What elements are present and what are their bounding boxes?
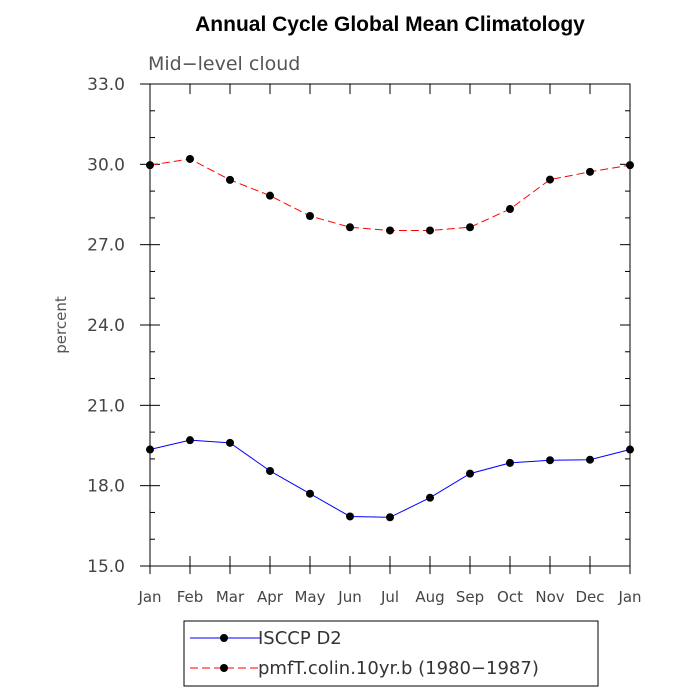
- legend-marker-1: [220, 634, 228, 642]
- data-point: [426, 493, 434, 502]
- data-point: [546, 456, 554, 465]
- x-tick-label: Jan: [617, 588, 641, 606]
- data-point: [226, 438, 234, 447]
- y-axis-label: percent: [52, 296, 70, 354]
- data-point: [186, 436, 194, 445]
- data-point: [466, 223, 474, 232]
- data-point: [506, 458, 514, 467]
- data-point: [506, 205, 514, 214]
- data-point: [426, 226, 434, 235]
- legend-marker-2: [220, 664, 228, 672]
- data-point: [266, 191, 274, 200]
- plot-frame: [149, 83, 631, 567]
- data-point: [306, 489, 314, 498]
- data-point: [346, 512, 354, 521]
- x-tick-label: Nov: [535, 588, 564, 606]
- x-tick-label: Sep: [456, 588, 484, 606]
- series-2: [146, 154, 634, 235]
- data-point: [466, 469, 474, 478]
- series-1: [146, 436, 634, 522]
- data-point: [586, 167, 594, 176]
- chart-subtitle: Mid−level cloud: [148, 53, 300, 75]
- x-tick-label: Dec: [575, 588, 604, 606]
- x-tick-label: Oct: [497, 588, 523, 606]
- data-point: [386, 513, 394, 522]
- data-point: [146, 161, 154, 170]
- y-tick-label: 33.0: [87, 75, 125, 95]
- data-point: [346, 223, 354, 232]
- data-point: [266, 466, 274, 475]
- series-line: [149, 158, 631, 231]
- plot-area: 15.0 18.0 21.0 24.0 27.0 30.0 33.0 Jan Feb Mar Apr…: [87, 75, 641, 606]
- x-tick-label: Apr: [257, 588, 284, 606]
- data-point: [626, 445, 634, 454]
- x-tick-label: May: [294, 588, 325, 606]
- data-point: [186, 154, 194, 163]
- y-tick-label: 24.0: [87, 316, 125, 336]
- y-tick-label: 30.0: [87, 155, 125, 175]
- x-tick-label: Jan: [137, 588, 161, 606]
- data-point: [386, 226, 394, 235]
- y-tick-label: 21.0: [87, 396, 125, 416]
- chart-title: Annual Cycle Global Mean Climatology: [195, 13, 585, 36]
- data-point: [626, 161, 634, 170]
- x-tick-label: Jun: [337, 588, 361, 606]
- x-tick-label: Feb: [177, 588, 204, 606]
- y-tick-label: 18.0: [87, 477, 125, 497]
- data-point: [146, 445, 154, 454]
- data-point: [546, 175, 554, 184]
- y-tick-label: 15.0: [87, 557, 125, 577]
- legend-label-2: pmfT.colin.10yr.b (1980−1987): [258, 658, 539, 679]
- legend-box: [183, 620, 599, 687]
- data-point: [306, 212, 314, 221]
- x-tick-label: Jul: [380, 588, 399, 606]
- legend: ISCCP D2 pmfT.colin.10yr.b (1980−1987): [183, 620, 599, 687]
- data-point: [226, 175, 234, 184]
- legend-label-1: ISCCP D2: [258, 628, 342, 649]
- data-point: [586, 455, 594, 464]
- series-line: [149, 439, 631, 518]
- x-tick-label: Mar: [216, 588, 245, 606]
- y-tick-label: 27.0: [87, 236, 125, 256]
- x-tick-label: Aug: [415, 588, 444, 606]
